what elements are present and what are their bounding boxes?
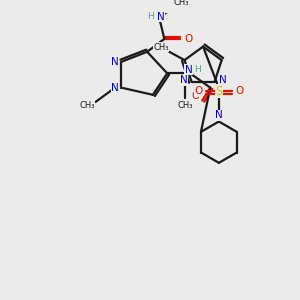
Text: H: H	[194, 65, 201, 74]
Text: O: O	[194, 86, 202, 96]
Text: N: N	[185, 65, 193, 75]
Text: CH₃: CH₃	[174, 0, 189, 7]
Text: CH₃: CH₃	[153, 43, 169, 52]
Text: N: N	[219, 76, 226, 85]
Text: N: N	[215, 110, 223, 120]
Text: CH₃: CH₃	[79, 101, 94, 110]
Text: N: N	[111, 83, 119, 93]
Text: N: N	[180, 76, 188, 85]
Text: O: O	[184, 34, 192, 44]
Text: CH₃: CH₃	[178, 101, 193, 110]
Text: N: N	[111, 57, 119, 67]
Text: H: H	[148, 12, 154, 21]
Text: N: N	[157, 12, 164, 22]
Text: S: S	[215, 85, 223, 98]
Text: O: O	[236, 86, 244, 96]
Text: O: O	[192, 91, 200, 101]
